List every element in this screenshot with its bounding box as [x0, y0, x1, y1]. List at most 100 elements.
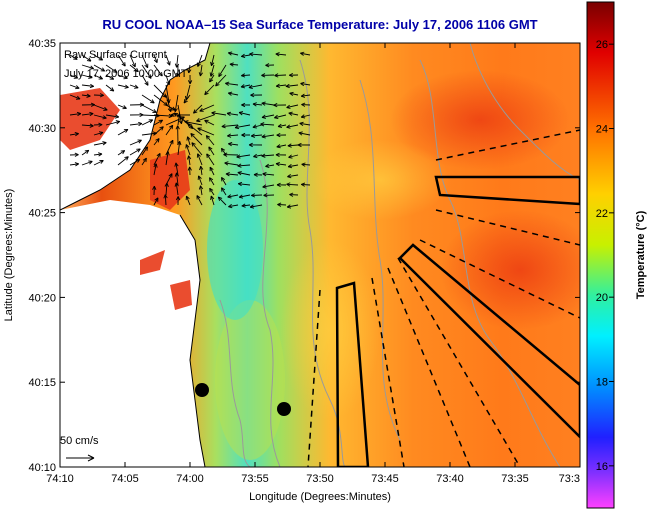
current-vector-head: [153, 109, 157, 113]
current-vector: [69, 84, 80, 89]
current-vector-head: [134, 84, 139, 89]
current-vector-head: [175, 72, 179, 77]
current-vector-head: [168, 80, 171, 85]
station-marker: [277, 402, 291, 416]
current-vector: [237, 172, 251, 176]
current-vector: [205, 135, 215, 146]
current-vector-head: [162, 95, 167, 98]
current-vector-head: [260, 123, 265, 127]
land-mass-south: [60, 200, 205, 467]
current-vector-head: [89, 111, 94, 114]
current-vector-head: [241, 134, 246, 138]
current-vector-head: [175, 182, 179, 187]
current-vector-head: [99, 93, 104, 96]
current-vector: [298, 132, 311, 136]
current-vector-head: [262, 184, 267, 188]
current-vector-head: [153, 163, 157, 168]
current-vector: [117, 74, 128, 79]
current-vector: [165, 54, 171, 66]
current-vector-head: [276, 146, 281, 149]
current-vector-head: [263, 193, 268, 196]
current-vector: [93, 104, 108, 111]
y-axis: 40:35 40:30 40:25 40:20 40:15 40:10: [28, 38, 580, 474]
current-vector: [204, 119, 215, 126]
current-vector-head: [253, 172, 258, 176]
current-vector: [227, 194, 239, 198]
current-vector-head: [300, 52, 304, 56]
current-vector-head: [286, 204, 291, 208]
current-vector-head: [223, 154, 228, 157]
current-vector: [81, 160, 93, 166]
current-vector-head: [123, 105, 127, 109]
current-vector-head: [170, 114, 175, 118]
current-vector-head: [286, 104, 290, 108]
current-vector-head: [300, 81, 305, 84]
current-vector-head: [289, 92, 294, 97]
current-vector: [210, 195, 215, 206]
current-vector: [253, 154, 263, 158]
current-vector-head: [288, 166, 293, 169]
current-vector-head: [149, 119, 154, 124]
current-vector: [204, 84, 215, 95]
current-vector-head: [221, 177, 226, 180]
current-vector-head: [74, 74, 79, 79]
current-vector-head: [187, 166, 191, 171]
current-vector-head: [165, 151, 169, 156]
current-vector-head: [98, 153, 103, 157]
current-vector: [165, 104, 176, 111]
current-vector-head: [251, 193, 255, 196]
current-vector: [274, 74, 287, 77]
current-vector-head: [261, 153, 266, 157]
current-vector: [176, 172, 179, 186]
current-vector-head: [241, 56, 246, 59]
current-vector: [188, 155, 191, 166]
current-vector: [288, 164, 299, 168]
current-vector-head: [146, 146, 149, 151]
current-vector: [81, 149, 90, 156]
current-vector: [262, 184, 275, 188]
current-vector-head: [199, 107, 203, 112]
current-vector-head: [286, 182, 291, 185]
current-vector: [300, 83, 311, 86]
current-vector-head: [176, 172, 180, 177]
current-vector-head: [84, 149, 89, 152]
current-vector-head: [288, 112, 293, 116]
current-vector-head: [241, 53, 245, 57]
current-vector: [251, 194, 263, 196]
current-vector-head: [227, 196, 232, 199]
current-vector-head: [150, 74, 152, 79]
current-vector-head: [175, 125, 179, 130]
current-vector: [183, 94, 191, 104]
current-vector-head: [197, 127, 201, 132]
current-vector-head: [167, 151, 170, 156]
current-vector: [174, 94, 179, 112]
current-vector-head: [174, 182, 177, 187]
current-vector: [153, 126, 164, 136]
current-vector-head: [238, 181, 243, 185]
current-vector-head: [102, 141, 107, 144]
current-vector: [153, 64, 163, 77]
current-vector: [228, 143, 239, 146]
current-vector: [228, 52, 239, 56]
current-vector: [141, 54, 149, 68]
x-tick-label: 73:35: [501, 473, 529, 485]
colorbar-ticks: 26 24 22 20 18 16: [596, 39, 614, 473]
current-vector-head: [126, 156, 129, 161]
current-vector-head: [277, 204, 282, 207]
current-vector: [289, 92, 299, 96]
current-vector-head: [74, 55, 78, 60]
scale-label: 50 cm/s: [60, 435, 99, 447]
current-vector-head: [299, 122, 304, 127]
current-vector: [153, 163, 157, 176]
current-vector-head: [241, 203, 246, 207]
current-vector-head: [185, 144, 190, 148]
current-vector-head: [154, 197, 159, 201]
current-vector: [228, 92, 239, 96]
current-vector: [187, 136, 191, 146]
current-vector-head: [102, 142, 107, 146]
current-vector-head: [164, 182, 168, 187]
current-vector-head: [151, 99, 155, 104]
current-vector-head: [184, 120, 189, 122]
current-vector: [141, 94, 155, 104]
current-vector: [261, 102, 275, 106]
